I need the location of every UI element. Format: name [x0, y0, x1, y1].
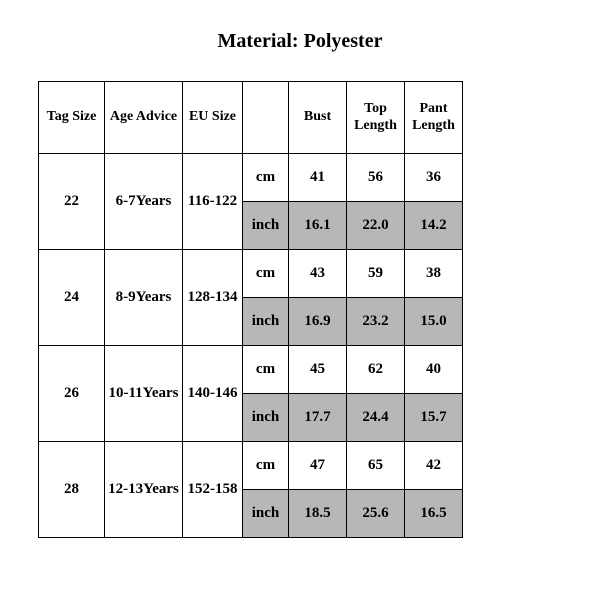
table-row: 26 10-11Years 140-146 cm 45 62 40 [39, 346, 463, 394]
col-pant-length: Pant Length [405, 82, 463, 154]
col-unit [243, 82, 289, 154]
cell-eu-size: 152-158 [183, 442, 243, 538]
cell-bust: 17.7 [289, 394, 347, 442]
page-title: Material: Polyester [0, 30, 600, 53]
cell-top-length: 59 [347, 250, 405, 298]
cell-top-length: 65 [347, 442, 405, 490]
cell-pant-length: 36 [405, 154, 463, 202]
cell-unit-cm: cm [243, 154, 289, 202]
cell-tag-size: 22 [39, 154, 105, 250]
cell-tag-size: 26 [39, 346, 105, 442]
col-bust: Bust [289, 82, 347, 154]
cell-unit-cm: cm [243, 346, 289, 394]
cell-pant-length: 38 [405, 250, 463, 298]
cell-unit-inch: inch [243, 202, 289, 250]
cell-bust: 43 [289, 250, 347, 298]
cell-age-advice: 12-13Years [105, 442, 183, 538]
cell-bust: 45 [289, 346, 347, 394]
table-row: 28 12-13Years 152-158 cm 47 65 42 [39, 442, 463, 490]
table-header-row: Tag Size Age Advice EU Size Bust Top Len… [39, 82, 463, 154]
cell-bust: 16.9 [289, 298, 347, 346]
cell-top-length: 56 [347, 154, 405, 202]
cell-age-advice: 8-9Years [105, 250, 183, 346]
cell-unit-inch: inch [243, 490, 289, 538]
cell-pant-length: 15.0 [405, 298, 463, 346]
cell-eu-size: 140-146 [183, 346, 243, 442]
size-chart-table: Tag Size Age Advice EU Size Bust Top Len… [38, 81, 463, 538]
cell-bust: 47 [289, 442, 347, 490]
cell-tag-size: 28 [39, 442, 105, 538]
cell-top-length: 23.2 [347, 298, 405, 346]
cell-unit-inch: inch [243, 298, 289, 346]
table-row: 22 6-7Years 116-122 cm 41 56 36 [39, 154, 463, 202]
page: Material: Polyester Tag Size Age Advice … [0, 0, 600, 600]
col-tag-size: Tag Size [39, 82, 105, 154]
col-eu-size: EU Size [183, 82, 243, 154]
table-body: 22 6-7Years 116-122 cm 41 56 36 inch 16.… [39, 154, 463, 538]
cell-eu-size: 128-134 [183, 250, 243, 346]
cell-bust: 16.1 [289, 202, 347, 250]
cell-eu-size: 116-122 [183, 154, 243, 250]
cell-top-length: 62 [347, 346, 405, 394]
col-top-length: Top Length [347, 82, 405, 154]
cell-age-advice: 10-11Years [105, 346, 183, 442]
cell-pant-length: 16.5 [405, 490, 463, 538]
cell-pant-length: 40 [405, 346, 463, 394]
cell-top-length: 22.0 [347, 202, 405, 250]
cell-bust: 41 [289, 154, 347, 202]
cell-bust: 18.5 [289, 490, 347, 538]
cell-pant-length: 15.7 [405, 394, 463, 442]
cell-age-advice: 6-7Years [105, 154, 183, 250]
table-row: 24 8-9Years 128-134 cm 43 59 38 [39, 250, 463, 298]
cell-top-length: 24.4 [347, 394, 405, 442]
cell-unit-cm: cm [243, 250, 289, 298]
cell-pant-length: 14.2 [405, 202, 463, 250]
cell-unit-inch: inch [243, 394, 289, 442]
cell-pant-length: 42 [405, 442, 463, 490]
cell-unit-cm: cm [243, 442, 289, 490]
col-age-advice: Age Advice [105, 82, 183, 154]
cell-top-length: 25.6 [347, 490, 405, 538]
cell-tag-size: 24 [39, 250, 105, 346]
